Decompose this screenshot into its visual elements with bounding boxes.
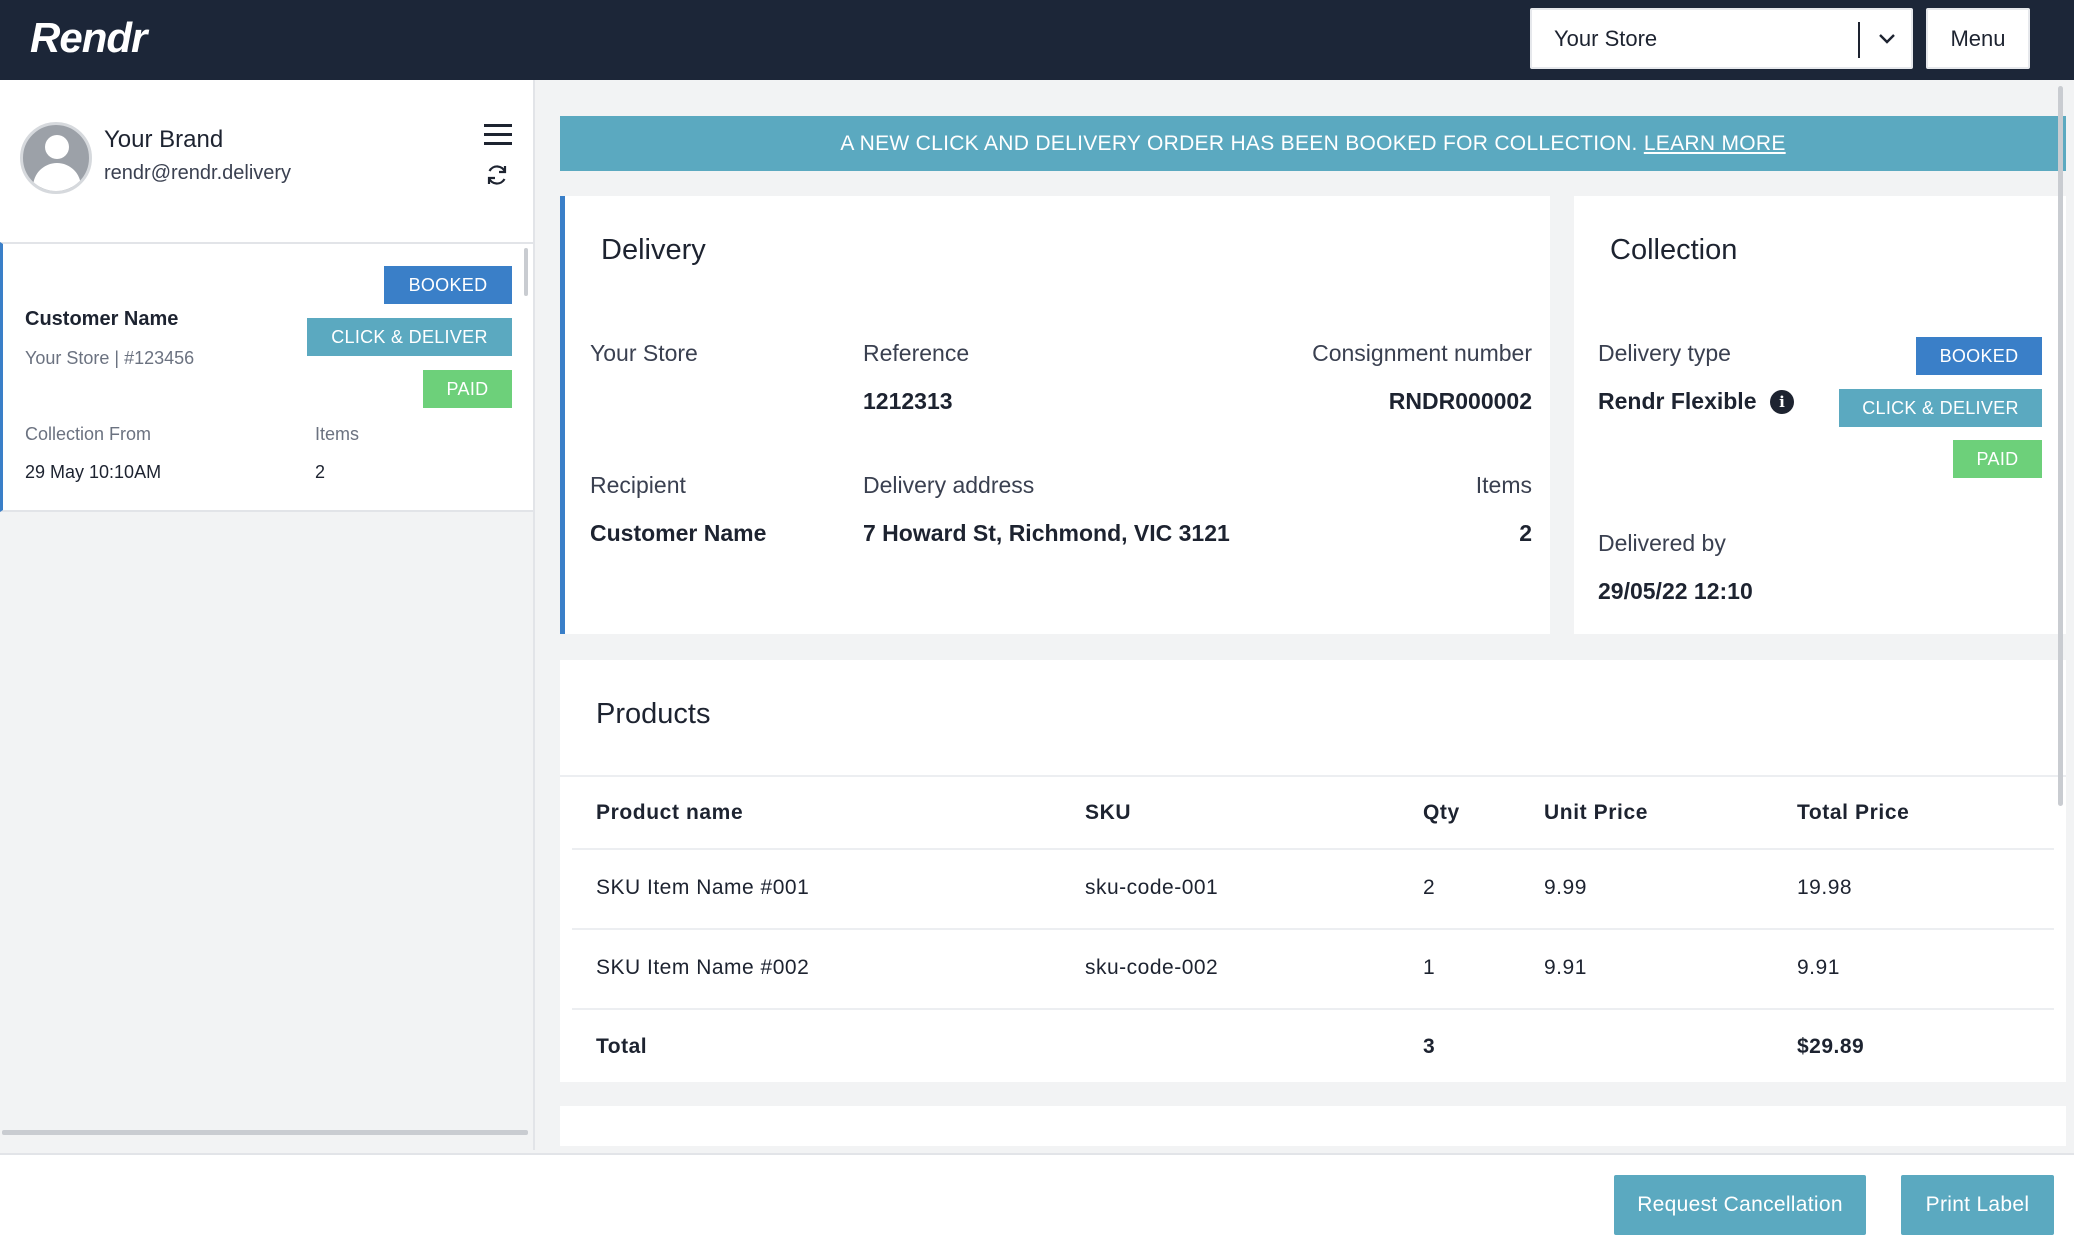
- col-sku: SKU: [1085, 801, 1132, 824]
- col-product-name: Product name: [596, 801, 744, 824]
- collection-card: Collection Delivery type Rendr Flexible …: [1574, 196, 2066, 634]
- reference-value: 1212313: [863, 388, 953, 414]
- paid-badge: PAID: [423, 370, 512, 408]
- collection-from-value: 29 May 10:10AM: [25, 462, 162, 482]
- menu-button[interactable]: Menu: [1926, 8, 2030, 69]
- refresh-icon[interactable]: [484, 162, 510, 188]
- divider: [572, 928, 2054, 930]
- address-label: Delivery address: [863, 472, 1035, 498]
- sidebar-horizontal-scrollbar[interactable]: [2, 1130, 528, 1135]
- total-price: $29.89: [1797, 1035, 1865, 1058]
- sidebar-scrollbar[interactable]: [524, 248, 528, 296]
- select-separator: [1858, 22, 1860, 58]
- divider: [572, 848, 2054, 850]
- qty-cell: 2: [1423, 876, 1436, 899]
- brand-name: Your Brand: [104, 126, 224, 153]
- unit-price-cell: 9.91: [1544, 956, 1587, 979]
- delivered-by-label: Delivered by: [1598, 530, 1726, 556]
- products-card: Products Product name SKU Qty Unit Price…: [560, 660, 2066, 1082]
- info-icon[interactable]: i: [1770, 390, 1794, 414]
- total-price-cell: 19.98: [1797, 876, 1853, 899]
- recipient-label: Recipient: [590, 472, 686, 498]
- recipient-value: Customer Name: [590, 520, 767, 546]
- col-unit-price: Unit Price: [1544, 801, 1649, 824]
- product-name-cell: SKU Item Name #001: [596, 876, 810, 899]
- products-title: Products: [596, 698, 711, 730]
- items-label: Items: [315, 424, 360, 444]
- booked-badge: BOOKED: [384, 266, 512, 304]
- sidebar: Your Brand rendr@rendr.delivery BOOKED C…: [0, 80, 535, 1150]
- brand-email: rendr@rendr.delivery: [104, 162, 292, 184]
- delivery-items-value: 2: [1519, 520, 1532, 546]
- rendr-logo[interactable]: Rendr: [30, 14, 147, 61]
- consignment-value: RNDR000002: [1388, 388, 1532, 414]
- customer-name: Customer Name: [25, 308, 179, 330]
- delivery-type-label: Delivery type: [1598, 340, 1731, 366]
- store-select-value: Your Store: [1554, 26, 1658, 51]
- collection-booked-badge: BOOKED: [1916, 337, 2042, 375]
- profile-panel: Your Brand rendr@rendr.delivery: [0, 80, 533, 242]
- store-select[interactable]: Your Store: [1530, 8, 1913, 69]
- banner-text: A NEW CLICK AND DELIVERY ORDER HAS BEEN …: [840, 132, 1638, 155]
- qty-cell: 1: [1423, 956, 1436, 979]
- collection-click-deliver-badge: CLICK & DELIVER: [1839, 389, 2042, 427]
- delivery-type-value: Rendr Flexible: [1598, 388, 1757, 414]
- footer-bar: Request Cancellation Print Label: [0, 1153, 2074, 1250]
- collection-paid-badge: PAID: [1953, 440, 2042, 478]
- hamburger-icon[interactable]: [484, 124, 512, 146]
- avatar-icon: [20, 122, 92, 194]
- divider: [560, 775, 2066, 777]
- delivery-store: Your Store: [590, 340, 698, 366]
- click-deliver-badge: CLICK & DELIVER: [307, 318, 512, 356]
- delivered-by-value: 29/05/22 12:10: [1598, 578, 1753, 604]
- collection-from-label: Collection From: [25, 424, 152, 444]
- request-cancellation-button[interactable]: Request Cancellation: [1614, 1175, 1866, 1235]
- total-price-cell: 9.91: [1797, 956, 1840, 979]
- store-order-ref: Your Store | #123456: [25, 348, 195, 368]
- notification-banner: A NEW CLICK AND DELIVERY ORDER HAS BEEN …: [560, 116, 2066, 171]
- divider: [572, 1008, 2054, 1010]
- col-total-price: Total Price: [1797, 801, 1910, 824]
- delivery-card: Delivery Your Store Reference 1212313 Co…: [560, 196, 1550, 634]
- order-card[interactable]: BOOKED CLICK & DELIVER PAID Customer Nam…: [0, 242, 533, 512]
- print-label-button[interactable]: Print Label: [1901, 1175, 2054, 1235]
- col-qty: Qty: [1423, 801, 1460, 824]
- reference-label: Reference: [863, 340, 970, 366]
- next-card: [560, 1106, 2066, 1146]
- sku-cell: sku-code-002: [1085, 956, 1219, 979]
- chevron-down-icon: [1879, 34, 1895, 44]
- unit-price-cell: 9.99: [1544, 876, 1587, 899]
- top-navbar: Rendr Your Store Menu: [0, 0, 2074, 80]
- delivery-title: Delivery: [601, 234, 706, 266]
- product-name-cell: SKU Item Name #002: [596, 956, 810, 979]
- total-label: Total: [596, 1035, 648, 1058]
- total-qty: 3: [1423, 1035, 1436, 1058]
- sku-cell: sku-code-001: [1085, 876, 1219, 899]
- address-value: 7 Howard St, Richmond, VIC 3121: [863, 520, 1230, 546]
- collection-title: Collection: [1610, 234, 1738, 266]
- items-value: 2: [315, 462, 326, 482]
- delivery-items-label: Items: [1475, 472, 1532, 498]
- main-scrollbar[interactable]: [2058, 86, 2063, 806]
- learn-more-link[interactable]: LEARN MORE: [1643, 132, 1786, 155]
- consignment-label: Consignment number: [1312, 340, 1532, 366]
